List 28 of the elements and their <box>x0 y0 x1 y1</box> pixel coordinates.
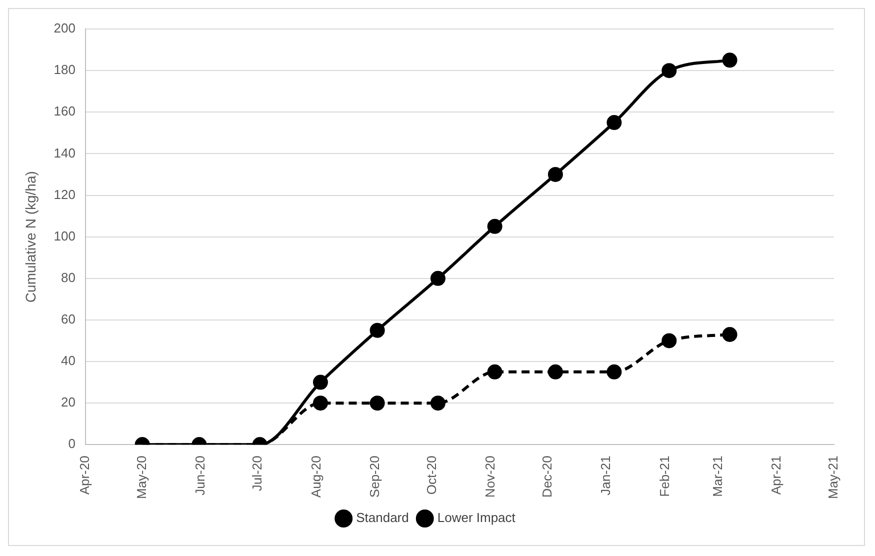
x-tick-label: Oct-20 <box>424 456 439 495</box>
y-axis-title: Cumulative N (kg/ha) <box>22 171 38 303</box>
x-tick-label: May-21 <box>826 456 841 500</box>
x-tick-label: Jan-21 <box>598 456 614 496</box>
y-tick-label: 100 <box>54 228 76 244</box>
y-tick-label: 60 <box>61 312 76 327</box>
x-tick-label: Feb-21 <box>656 456 672 497</box>
x-tick-label: May-20 <box>134 456 149 500</box>
x-tick-label: Sep-20 <box>366 456 382 498</box>
x-tick-label: Aug-20 <box>308 456 324 498</box>
x-tick-label: Jun-20 <box>192 456 208 496</box>
x-tick-label: Mar-21 <box>710 456 725 497</box>
x-tick-label: Nov-20 <box>482 456 498 498</box>
x-tick-label: Apr-20 <box>77 456 92 495</box>
legend-label: Lower Impact <box>437 510 516 526</box>
y-tick-label: 140 <box>54 145 76 160</box>
y-tick-label: 40 <box>61 353 76 368</box>
y-tick-label: 180 <box>54 62 76 78</box>
x-tick-label: Jul-20 <box>250 456 265 492</box>
x-tick-label: Dec-20 <box>539 456 554 498</box>
y-tick-label: 120 <box>54 186 76 202</box>
x-tick-label: Apr-21 <box>768 456 784 495</box>
y-tick-label: 20 <box>61 394 76 410</box>
y-tick-label: 0 <box>68 436 76 452</box>
y-tick-label: 160 <box>54 104 76 119</box>
legend-label: Standard <box>356 510 409 526</box>
y-tick-label: 80 <box>61 270 76 285</box>
y-tick-label: 200 <box>54 20 76 36</box>
